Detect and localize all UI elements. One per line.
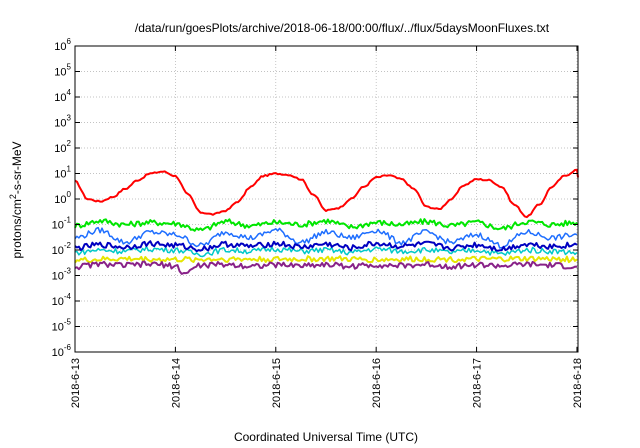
series-line-1 xyxy=(74,168,579,219)
y-tick-label: 10-6 xyxy=(52,343,72,359)
y-tick-label: 100 xyxy=(54,190,71,206)
series-line-2 xyxy=(74,218,578,232)
y-tick-label: 104 xyxy=(54,88,71,104)
y-tick-label: 10-1 xyxy=(52,216,72,232)
y-tick-label: 102 xyxy=(54,139,71,155)
y-axis-label-suffix: -s-sr-MeV xyxy=(10,141,24,194)
series-layer xyxy=(74,168,579,275)
y-tick-label: 10-2 xyxy=(52,241,72,257)
y-tick-label: 101 xyxy=(54,165,71,181)
x-axis-label: Coordinated Universal Time (UTC) xyxy=(234,430,418,444)
plot-frame xyxy=(74,45,579,353)
series-line-7 xyxy=(74,260,578,275)
series-line-3 xyxy=(74,226,578,249)
grid xyxy=(75,46,578,352)
y-tick-label: 10-5 xyxy=(52,318,72,334)
y-axis-label-prefix: protons/cm xyxy=(10,199,24,258)
y-axis-label: protons/cm2-s-sr-MeV xyxy=(8,141,24,258)
series-line-6 xyxy=(74,255,578,264)
y-tick-label: 106 xyxy=(54,37,71,53)
series-line-5 xyxy=(74,240,578,253)
series-line-4 xyxy=(74,245,578,258)
x-tick-label: 2018-6-16 xyxy=(371,358,383,408)
y-tick-label: 103 xyxy=(54,114,71,130)
x-tick-label: 2018-6-14 xyxy=(170,358,182,408)
y-axis: 10-6 10-5 10-4 10-3 10-2 10-1 100 101 102 103 104 1… xyxy=(52,37,578,359)
chart-title: /data/run/goesPlots/archive/2018-06-18/0… xyxy=(135,21,550,35)
y-tick-label: 105 xyxy=(54,63,71,79)
y-axis-label-sup: 2 xyxy=(8,194,18,199)
x-tick-label: 2018-6-17 xyxy=(472,358,484,408)
x-tick-label: 2018-6-18 xyxy=(572,358,584,408)
y-tick-label: 10-3 xyxy=(52,267,72,283)
y-tick-label: 10-4 xyxy=(52,292,72,308)
x-tick-label: 2018-6-13 xyxy=(70,358,82,408)
x-tick-label: 2018-6-15 xyxy=(271,358,283,408)
x-axis: 2018-6-13 2018-6-14 2018-6-15 2018-6-16 2018… xyxy=(70,46,584,408)
